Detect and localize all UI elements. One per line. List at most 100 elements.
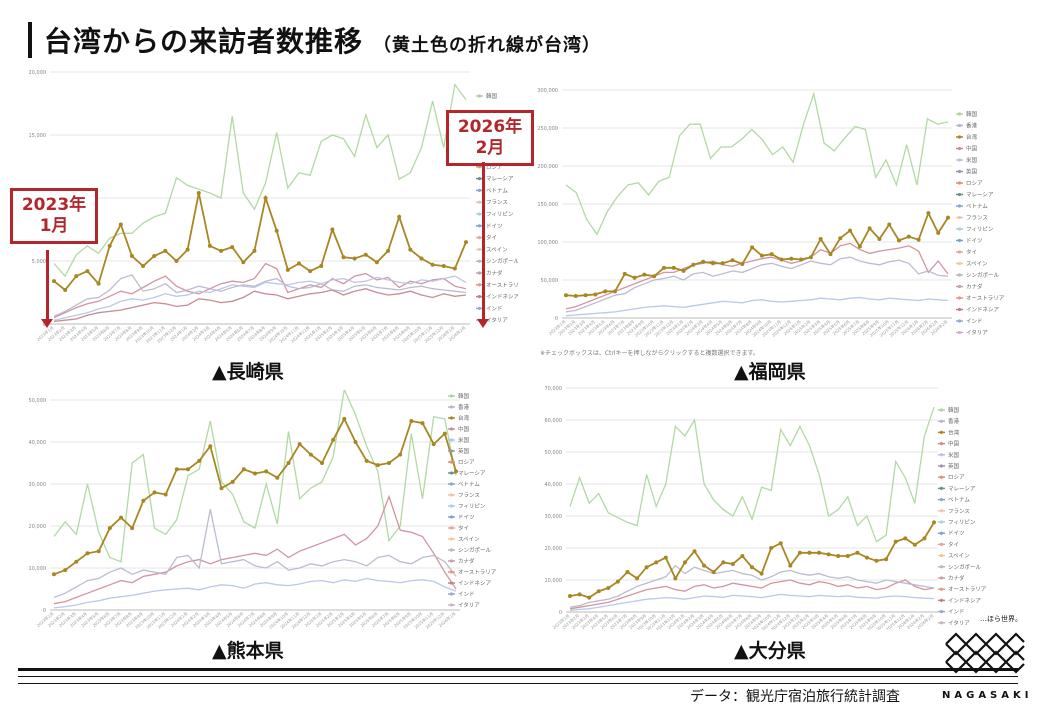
legend-label: オーストラリア [458,569,497,576]
taiwan-point [596,589,601,594]
taiwan-point [711,570,716,574]
legend-dot [477,271,482,275]
callout-end: 2026年 2月 [446,110,534,166]
legend-dot [957,204,962,208]
legend-dot [939,587,944,591]
legend-dot [957,273,962,277]
page-subtitle: （黄土色の折れ線が台湾） [373,35,602,56]
legend-dot [939,554,944,558]
legend-dot [957,307,962,312]
taiwan-point [720,261,725,266]
legend-label: 中国 [948,440,960,448]
legend-dot [957,238,962,243]
legend-label: カナダ [486,269,503,277]
y-tick-label: 50,000 [545,450,563,456]
page-title: 台湾からの来訪者数推移 （黄土色の折れ線が台湾） [44,20,601,60]
taiwan-point [673,576,678,581]
legend-dot [449,559,454,563]
legend-dot [477,295,482,299]
series-line-中国 [53,494,457,605]
legend-label: インド [486,306,503,312]
footer-rule-bottom [18,683,1018,684]
title-bar [28,22,32,58]
legend-label: カナダ [966,283,983,291]
taiwan-point [74,559,79,564]
legend-dot [449,416,454,420]
taiwan-point [264,469,269,474]
taiwan-point [864,555,869,560]
legend-label: ドイツ [486,224,503,230]
taiwan-point [341,255,346,260]
legend-dot [957,319,962,323]
legend-label: シンガポール [458,546,492,554]
taiwan-point [163,492,168,497]
legend-label: インドネシア [486,294,518,301]
legend-dot [939,509,944,513]
taiwan-point [174,259,179,263]
legend-label: フランス [966,215,988,222]
taiwan-point [431,442,436,447]
legend-label: スペイン [966,261,988,268]
taiwan-point [779,257,784,262]
legend-dot [957,123,962,128]
caption-fukuoka: ▲福岡県 [734,361,806,383]
legend-label: シンガポール [486,257,518,265]
taiwan-point [364,458,369,463]
taiwan-point [912,542,917,547]
y-tick-label: 10,000 [29,566,47,572]
legend-label: マレーシア [458,470,486,477]
taiwan-point [769,546,774,550]
taiwan-point [241,467,246,472]
series-line-中国 [569,579,935,610]
y-tick-label: 10,000 [545,578,563,584]
y-tick-label: 20,000 [29,70,47,76]
taiwan-point [285,267,290,272]
legend-label: 中国 [966,145,978,153]
chart-fukuoka: 0 50,000 100,000 150,000 200,000 250,000 300,0… [537,88,1004,338]
taiwan-point [818,236,823,241]
legend-label: イタリア [966,329,988,337]
legend-dot [449,603,454,607]
legend-label: 米国 [458,436,470,444]
legend-label: 韓国 [458,392,470,400]
taiwan-point [430,262,435,267]
legend-dot [957,227,962,231]
legend-label: インドネシア [948,597,982,604]
legend-label: インド [966,319,983,325]
y-tick-label: 30,000 [545,514,563,520]
legend-dot [449,504,454,508]
y-tick-label: 40,000 [545,482,563,488]
taiwan-point [186,467,190,472]
taiwan-point [838,236,843,241]
y-tick-label: 100,000 [537,240,558,246]
taiwan-point [587,595,592,600]
y-tick-label: 40,000 [29,440,47,446]
legend-label: 台湾 [966,133,978,141]
legend-label: インドネシア [458,580,492,587]
legend-label: フランス [486,199,508,206]
taiwan-point [808,255,813,260]
legend-label: マレーシア [966,192,994,199]
chart-panel-nagasaki: 05,00010,00015,00020,0002023年1月2023年2月20… [18,66,519,366]
taiwan-point [409,419,414,423]
y-tick-label: 30,000 [29,482,47,488]
legend-label: ロシア [458,459,475,466]
footer-rule-top [18,668,1018,671]
legend-dot [939,453,944,457]
taiwan-point [730,258,735,263]
taiwan-point [855,550,860,555]
taiwan-point [884,557,889,562]
taiwan-point [74,274,79,279]
footer-rule-mid [18,676,1018,677]
legend-dot [957,158,962,162]
legend-dot [957,215,962,220]
legend-dot [957,192,962,197]
taiwan-point [107,243,112,248]
legend-label: フィリピン [966,226,994,233]
legend-label: 韓国 [948,406,960,414]
taiwan-point [682,560,687,565]
taiwan-point [342,416,347,421]
taiwan-point [330,227,335,232]
taiwan-point [441,264,446,269]
taiwan-point [387,461,391,465]
